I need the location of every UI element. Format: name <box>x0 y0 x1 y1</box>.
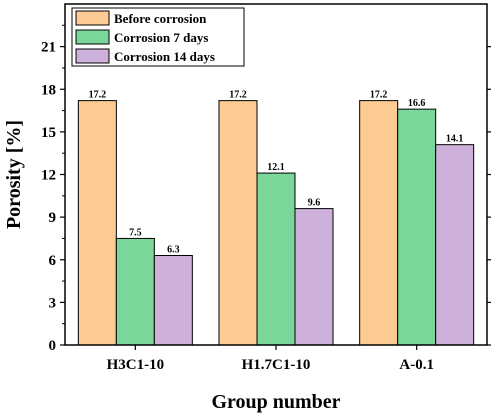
data-labels-layer: 17.2 7.5 6.3 17.2 12.1 9.6 17.2 16.6 14.1 <box>89 90 464 256</box>
y-tick-label: 6 <box>49 253 57 269</box>
y-tick-label: 3 <box>49 295 57 311</box>
legend-label-3: Corrosion 14 days <box>114 49 215 64</box>
data-label-H3C1-10-2: 7.5 <box>129 227 142 238</box>
legend-label-2: Corrosion 7 days <box>114 30 208 45</box>
y-tick-label: 0 <box>49 338 57 354</box>
bar-A-0.1-3 <box>435 144 475 346</box>
bar-A-0.1-2 <box>397 108 437 346</box>
y-tick-label: 15 <box>41 125 56 141</box>
legend-label-1: Before corrosion <box>114 11 207 26</box>
data-label-H1.7C1-10-2: 12.1 <box>267 162 285 173</box>
data-label-A-0.1-2: 16.6 <box>408 98 426 109</box>
axes-layer: 0 3 6 9 12 15 18 21 H3C1-10 H1.7C1-10 A-0.1 <box>41 3 491 373</box>
legend-swatch-1 <box>75 10 110 26</box>
y-tick-label: 12 <box>41 168 56 184</box>
data-label-H3C1-10-1: 17.2 <box>89 90 107 101</box>
data-label-H1.7C1-10-1: 17.2 <box>229 90 247 101</box>
y-tick-label: 21 <box>41 40 56 56</box>
y-tick-label: 9 <box>49 210 57 226</box>
bar-H3C1-10-1 <box>77 100 117 346</box>
data-label-H1.7C1-10-3: 9.6 <box>308 198 321 209</box>
x-tick-label: H3C1-10 <box>107 357 165 373</box>
data-label-A-0.1-1: 17.2 <box>370 90 388 101</box>
legend: Before corrosion Corrosion 7 days Corrosio… <box>71 7 245 67</box>
legend-swatch-2 <box>75 29 110 45</box>
bar-H1.7C1-10-3 <box>294 208 334 346</box>
bars-layer <box>77 100 475 346</box>
x-axis-title: Group number <box>211 391 340 413</box>
y-tick-label: 18 <box>41 82 56 98</box>
bar-H3C1-10-3 <box>153 254 193 346</box>
legend-swatch-3 <box>75 48 110 64</box>
data-label-H3C1-10-3: 6.3 <box>167 244 180 255</box>
x-tick-label: A-0.1 <box>399 357 434 373</box>
bar-A-0.1-1 <box>359 100 399 346</box>
bar-H3C1-10-2 <box>115 237 155 346</box>
bar-H1.7C1-10-2 <box>256 172 296 346</box>
bar-H1.7C1-10-1 <box>218 100 258 346</box>
data-label-A-0.1-3: 14.1 <box>446 134 464 145</box>
y-axis-title: Porosity [%] <box>3 120 25 229</box>
x-tick-label: H1.7C1-10 <box>242 357 311 373</box>
